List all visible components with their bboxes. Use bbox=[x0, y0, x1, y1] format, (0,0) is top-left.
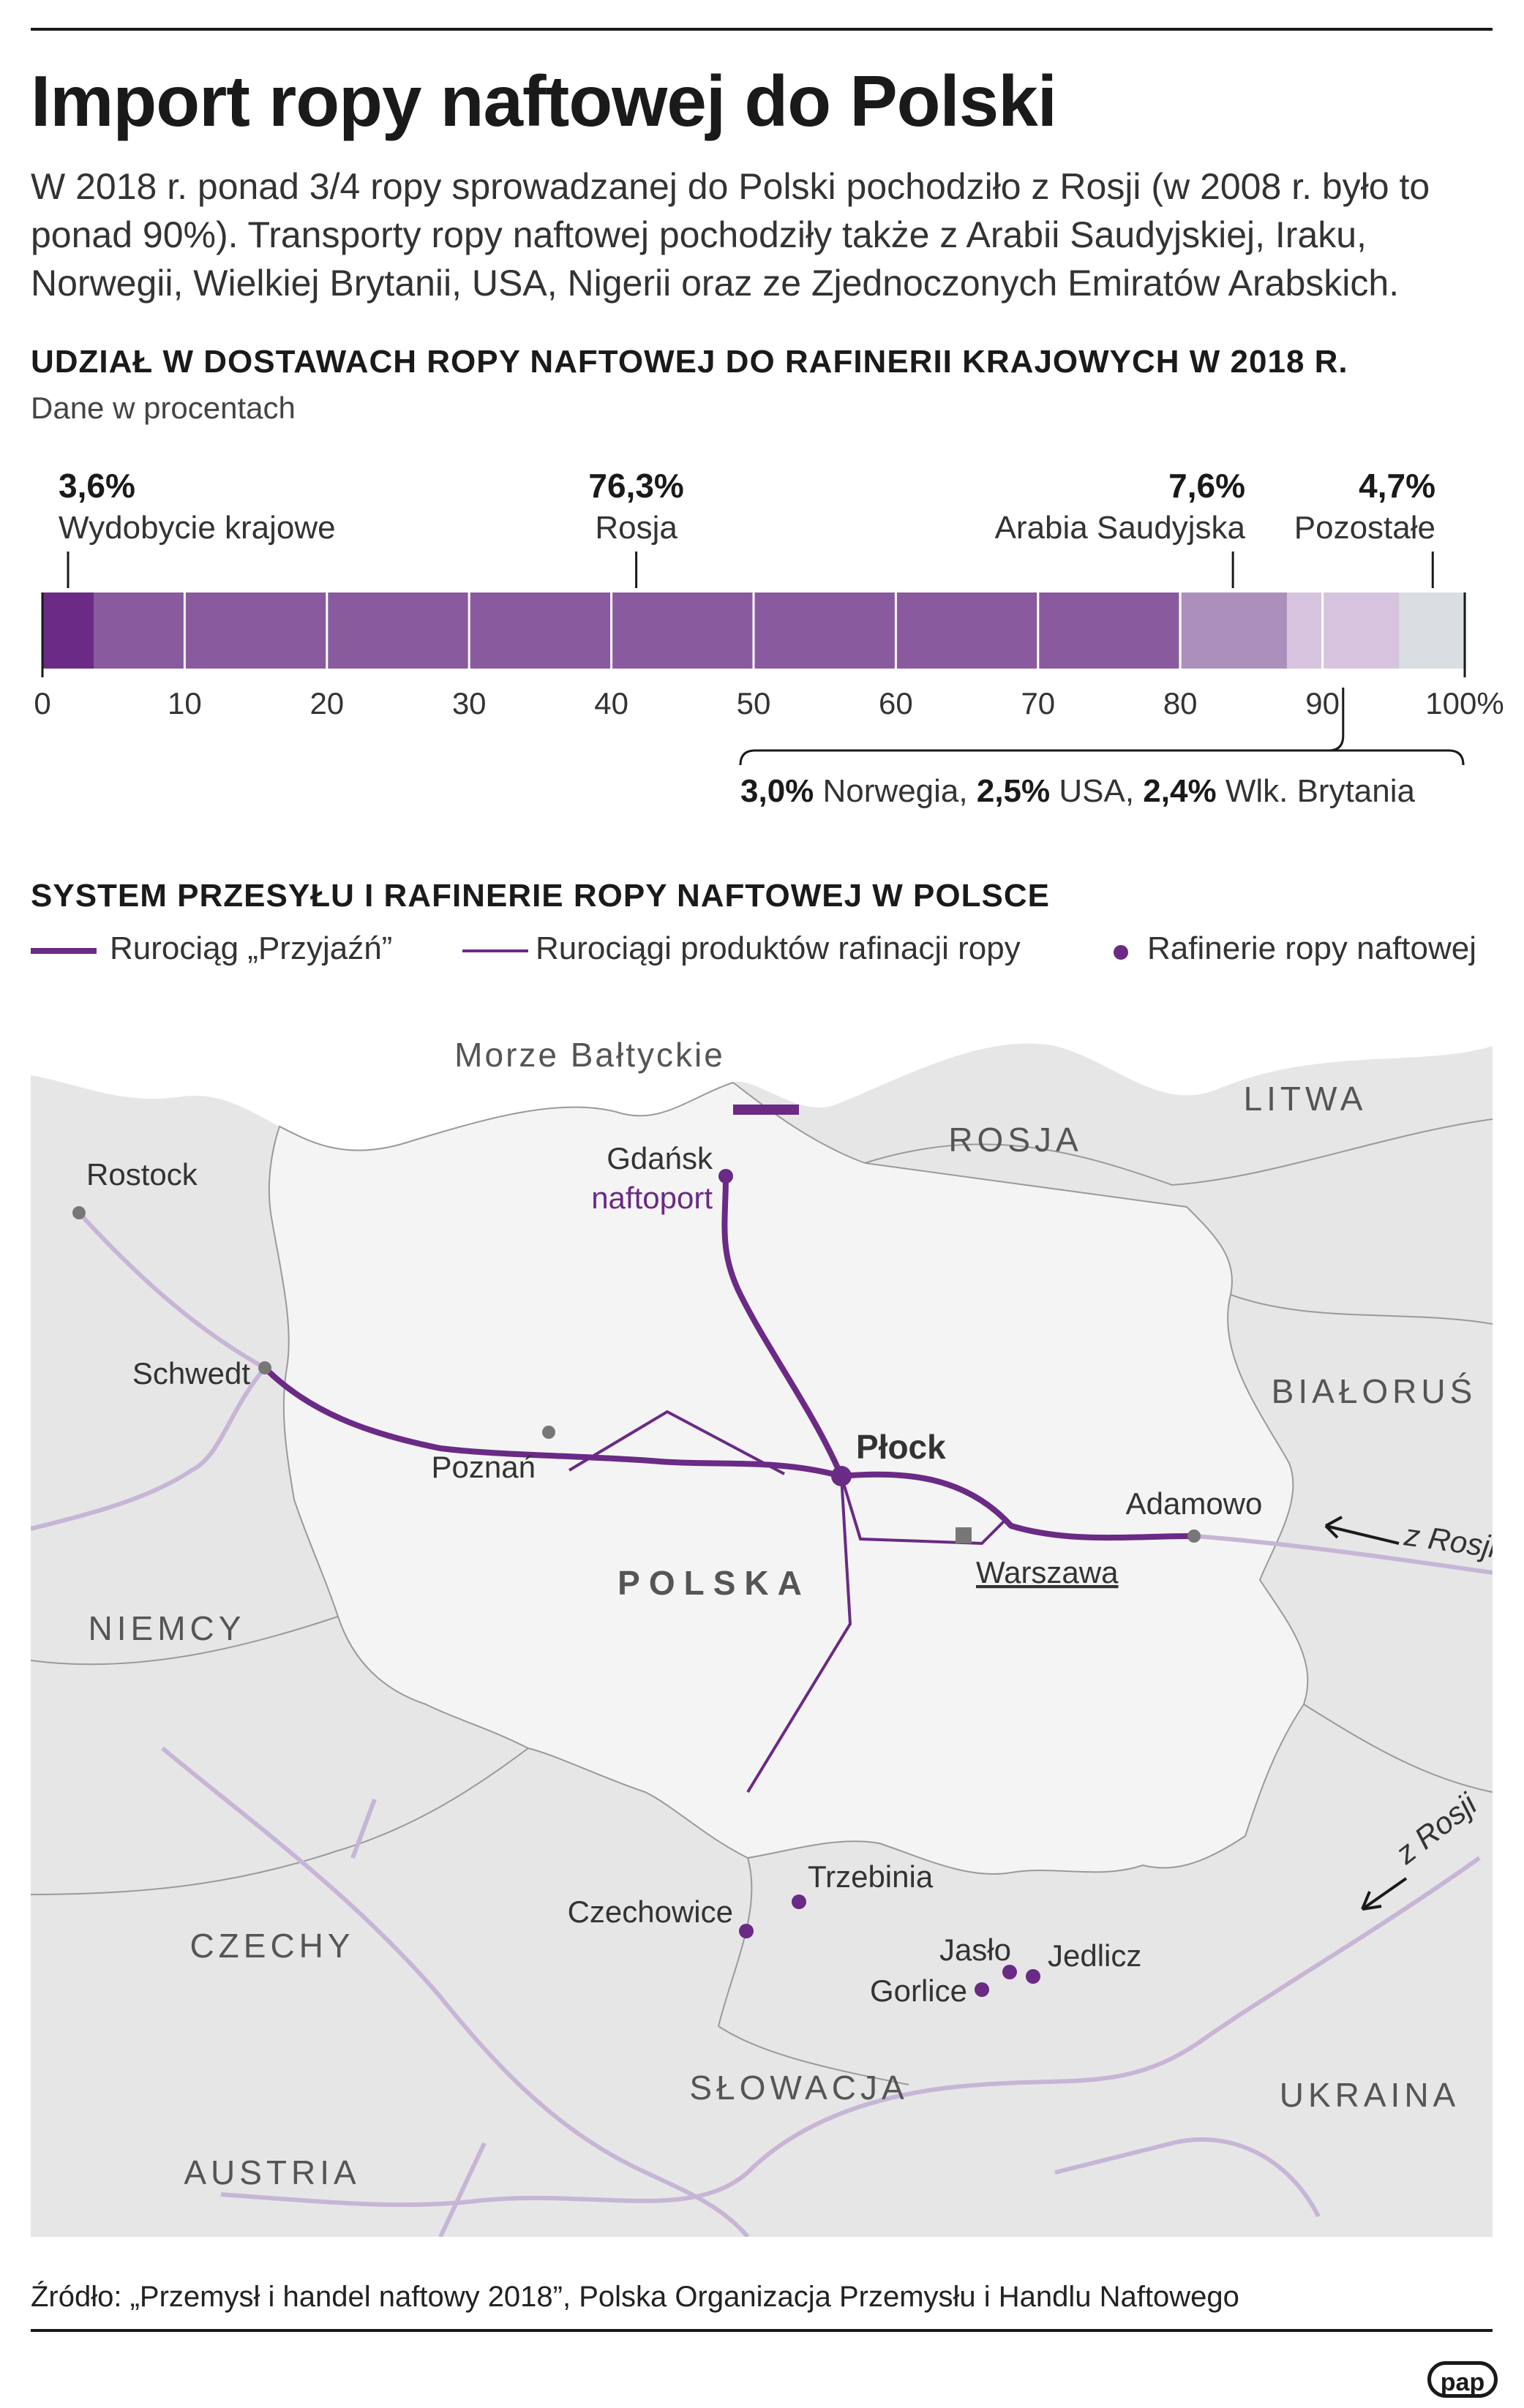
country-slowacja: SŁOWACJA bbox=[689, 2069, 908, 2107]
poznan-marker bbox=[542, 1426, 555, 1439]
chart-title: UDZIAŁ W DOSTAWACH ROPY NAFTOWEJ DO RAFI… bbox=[31, 344, 1348, 380]
country-bialorus: BIAŁORUŚ bbox=[1272, 1372, 1477, 1410]
segment-name-label: Wydobycie krajowe bbox=[59, 510, 336, 546]
tick-label: 50 bbox=[737, 686, 771, 720]
country-czechy: CZECHY bbox=[189, 1927, 354, 1965]
bar-segment-0 bbox=[42, 592, 94, 669]
warszawa-marker bbox=[956, 1527, 972, 1543]
pipeline-austria bbox=[350, 1798, 487, 2237]
sea-label: Morze Bałtyckie bbox=[454, 1036, 725, 1074]
place-naftoport: naftoport bbox=[591, 1181, 713, 1215]
bottom-rule bbox=[31, 2329, 1493, 2332]
country-polska: POLSKA bbox=[618, 1564, 811, 1602]
place-jaslo: Jasło bbox=[939, 1933, 1011, 1967]
product-pipeline-south bbox=[746, 1475, 852, 1794]
trzebinia-refinery bbox=[792, 1895, 806, 1909]
top-rule bbox=[31, 28, 1493, 31]
pipeline-ukraina bbox=[1054, 2137, 1321, 2218]
legend-products-swatch bbox=[462, 949, 528, 952]
place-gorlice: Gorlice bbox=[870, 1974, 967, 2008]
segment-value-label: 76,3% bbox=[588, 467, 683, 505]
bar-segment-1 bbox=[93, 592, 1179, 669]
segment-value-label: 4,7% bbox=[1359, 467, 1435, 505]
page-title: Import ropy naftowej do Polski bbox=[31, 61, 1057, 141]
pap-logo: pap bbox=[1427, 2361, 1498, 2398]
place-jedlicz: Jedlicz bbox=[1048, 1938, 1141, 1973]
tick-label: 70 bbox=[1021, 686, 1055, 720]
plock-refinery bbox=[831, 1466, 852, 1486]
country-rosja: ROSJA bbox=[948, 1121, 1082, 1159]
place-trzebinia: Trzebinia bbox=[808, 1859, 934, 1894]
tick-label: 20 bbox=[309, 686, 344, 720]
segment-value-label: 3,6% bbox=[59, 467, 135, 505]
place-adamowo: Adamowo bbox=[1126, 1486, 1263, 1521]
legend-przyjazn-label: Rurociąg „Przyjaźń” bbox=[110, 930, 393, 966]
map-title: SYSTEM PRZESYŁU I RAFINERIE ROPY NAFTOWE… bbox=[31, 878, 1050, 914]
segment-value-label: 7,6% bbox=[1168, 467, 1245, 505]
product-pipeline-warsaw bbox=[840, 1475, 1005, 1546]
arrow-east-icon bbox=[1324, 1516, 1400, 1545]
tick-label: 80 bbox=[1163, 686, 1198, 720]
gdansk-marker bbox=[718, 1169, 733, 1184]
tick-label: 10 bbox=[168, 686, 202, 720]
group-brace bbox=[739, 688, 1465, 766]
border-lines bbox=[31, 1118, 1493, 2085]
tick-label: 60 bbox=[879, 686, 913, 720]
poland-shape bbox=[268, 1081, 1309, 1875]
chart-subtitle: Dane w procentach bbox=[31, 391, 296, 425]
share-chart: 0 10 20 30 40 50 60 70 80 90 100% 3,6% Wydobycie kr… bbox=[34, 467, 1504, 809]
segment-name-label: Rosja bbox=[595, 510, 677, 546]
country-ukraina: UKRAINA bbox=[1280, 2076, 1460, 2114]
legend-refineries-label: Rafinerie ropy naftowej bbox=[1147, 930, 1477, 966]
naftoport-terminal bbox=[733, 1105, 799, 1115]
schwedt-marker bbox=[258, 1361, 271, 1374]
pipeline-druzhba-south bbox=[220, 1856, 1481, 2208]
arrow-southeast-icon bbox=[1361, 1877, 1408, 1911]
place-warszawa: Warszawa bbox=[976, 1555, 1119, 1589]
adamowo-marker bbox=[1187, 1530, 1201, 1543]
bar-segment-2 bbox=[1179, 592, 1287, 669]
tick-label: 40 bbox=[594, 686, 628, 720]
country-litwa: LITWA bbox=[1244, 1080, 1367, 1118]
segment-name-label: Arabia Saudyjska bbox=[995, 510, 1246, 546]
jedlicz-refinery bbox=[1026, 1969, 1040, 1984]
tick-label: 30 bbox=[452, 686, 487, 720]
place-gdansk: Gdańsk bbox=[607, 1141, 713, 1175]
legend-products-label: Rurociągi produktów rafinacji ropy bbox=[536, 930, 1021, 966]
bar-segment-3 bbox=[1287, 592, 1400, 669]
jaslo-refinery bbox=[1002, 1965, 1017, 1979]
lead-paragraph: W 2018 r. ponad 3/4 ropy sprowadzanej do… bbox=[31, 166, 1430, 304]
country-niemcy: NIEMCY bbox=[89, 1609, 246, 1647]
country-austria: AUSTRIA bbox=[184, 2153, 360, 2191]
place-plock: Płock bbox=[856, 1428, 946, 1466]
tick-label: 100% bbox=[1425, 686, 1504, 720]
rostock-marker bbox=[72, 1206, 86, 1219]
pipeline-przyjazn bbox=[262, 1365, 1197, 1541]
place-schwedt: Schwedt bbox=[132, 1356, 250, 1391]
place-poznan: Poznań bbox=[432, 1450, 536, 1484]
brace-note: 3,0% Norwegia, 2,5% USA, 2,4% Wlk. Bryta… bbox=[740, 773, 1416, 809]
place-czechowice: Czechowice bbox=[568, 1895, 733, 1929]
source-note: Źródło: „Przemysł i handel naftowy 2018”… bbox=[31, 2281, 1239, 2313]
pipeline-map: Morze Bałtyckie LITWA ROSJA BIAŁORUŚ NIE… bbox=[31, 1017, 1493, 2237]
pipeline-adamowo-east bbox=[1193, 1534, 1493, 1575]
czechowice-refinery bbox=[739, 1924, 754, 1938]
segment-name-label: Pozostałe bbox=[1294, 510, 1435, 546]
pipeline-schwedt-south bbox=[31, 1366, 267, 1531]
place-rostock: Rostock bbox=[86, 1157, 198, 1192]
pipeline-gdansk-plock bbox=[721, 1173, 844, 1479]
tick-label: 90 bbox=[1305, 686, 1340, 720]
legend-refinery-dot bbox=[1114, 945, 1128, 960]
pipeline-rostock-schwedt bbox=[77, 1211, 266, 1370]
gorlice-refinery bbox=[975, 1982, 989, 1997]
tick-label: 0 bbox=[34, 686, 50, 720]
product-pipeline-north bbox=[568, 1410, 785, 1475]
bar-segment-4 bbox=[1399, 592, 1466, 669]
pipeline-czechy bbox=[161, 1746, 750, 2237]
legend-przyjazn-swatch bbox=[31, 948, 97, 954]
baltic-sea bbox=[31, 1017, 1493, 1151]
